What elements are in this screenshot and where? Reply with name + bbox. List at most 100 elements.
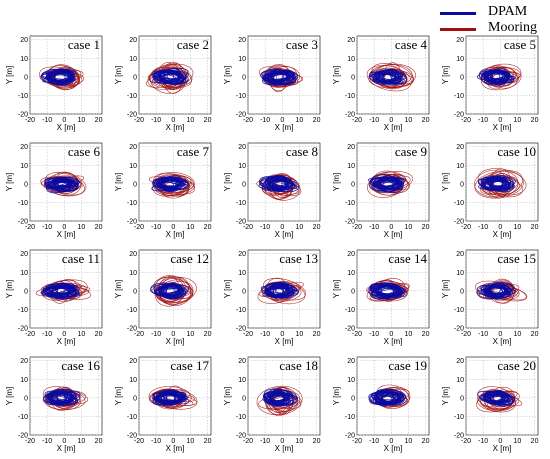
series-trace-dpam [378,69,397,83]
y-axis-label: Y [m] [114,173,123,192]
y-tick-label: -20 [345,112,355,119]
legend: DPAM Mooring [438,2,548,36]
x-tick-label: 10 [296,117,304,124]
y-tick-label: -20 [18,219,28,226]
x-tick-label: 10 [405,331,413,338]
x-tick-label: 10 [405,117,413,124]
x-tick-label: 10 [78,438,86,445]
case-title: case 13 [279,251,318,266]
x-axis-label: X [m] [493,230,512,239]
case-title: case 3 [286,37,318,52]
y-tick-label: -20 [236,326,246,333]
x-tick-label: 0 [498,117,502,124]
trace-group [366,277,410,302]
y-tick-label: 20 [129,251,137,258]
series-trace-dpam [162,176,183,193]
subplot-case-11: -20 -10 0 10 20 -20 -10 0 10 20 X [m] Y [m] case 11 [5,249,103,346]
legend-item-dpam: DPAM [438,4,548,20]
x-axis-label: X [m] [384,230,403,239]
x-axis-label: X [m] [275,444,294,453]
trace-group [366,62,417,92]
series-trace-dpam [161,177,178,191]
x-tick-label: -10 [478,117,488,124]
series-trace-mooring [366,65,412,92]
series-trace-dpam [270,69,294,82]
y-tick-label: 0 [242,74,246,81]
series-trace-mooring [481,67,522,91]
series-trace-dpam [483,287,517,295]
series-trace-dpam [159,285,183,300]
x-axis-label: X [m] [275,123,294,132]
series-trace-mooring [154,281,184,307]
x-tick-label: 10 [296,331,304,338]
case-title: case 1 [68,37,100,52]
y-tick-label: 10 [347,377,355,384]
series-trace-dpam [267,393,286,402]
y-axis-label: Y [m] [332,387,341,406]
y-tick-label: 10 [238,163,246,170]
legend-label-mooring: Mooring [488,20,537,35]
subplot-case-4: -20 -10 0 10 20 -20 -10 0 10 20 X [m] Y [m] case 4 [332,35,430,132]
series-trace-dpam [51,284,69,299]
y-tick-label: 10 [20,56,28,63]
x-tick-label: 20 [204,224,212,231]
x-axis-label: X [m] [384,444,403,453]
trace-group [39,64,84,91]
series-trace-dpam [371,72,398,84]
series-trace-dpam [157,71,183,81]
series-trace-mooring [372,170,403,196]
series-trace-mooring [159,281,194,306]
case-title: case 5 [504,37,536,52]
y-tick-label: 10 [20,163,28,170]
x-tick-label: 0 [389,438,393,445]
x-tick-label: 0 [498,331,502,338]
y-tick-label: 10 [347,270,355,277]
subplot-case-8: -20 -10 0 10 20 -20 -10 0 10 20 X [m] Y [m] case 8 [223,142,321,239]
y-axis-label: Y [m] [441,173,450,192]
series-trace-dpam [380,287,400,297]
y-tick-label: 0 [242,395,246,402]
y-tick-label: -10 [345,200,355,207]
x-tick-label: 20 [422,331,430,338]
subplot-case-1: -20 -10 0 10 20 -20 -10 0 10 20 X [m] Y [m] case 1 [5,35,103,132]
subplot-case-18: -20 -10 0 10 20 -20 -10 0 10 20 X [m] Y [m] case 18 [223,356,321,453]
x-tick-label: -20 [352,438,362,445]
y-tick-label: 10 [238,56,246,63]
y-axis-label: Y [m] [332,280,341,299]
y-tick-label: -10 [345,93,355,100]
case-title: case 8 [286,144,318,159]
series-trace-dpam [42,286,76,296]
series-trace-dpam [269,392,290,402]
y-tick-label: 20 [238,37,246,44]
y-tick-label: 20 [238,358,246,365]
x-tick-label: 20 [95,117,103,124]
series-trace-dpam [488,174,512,191]
series-trace-mooring [256,385,303,416]
series-trace-dpam [267,73,291,81]
y-axis-label: Y [m] [223,280,232,299]
subplot-case-7: -20 -10 0 10 20 -20 -10 0 10 20 X [m] Y [m] case 7 [114,142,212,239]
y-tick-label: -20 [345,433,355,440]
series-trace-mooring [368,69,414,89]
y-tick-label: -20 [127,112,137,119]
x-tick-label: 20 [204,331,212,338]
y-tick-label: -20 [454,326,464,333]
trace-group [149,275,197,307]
series-trace-dpam [47,391,81,404]
series-trace-dpam [373,391,399,405]
y-tick-label: 0 [24,181,28,188]
series-trace-dpam [265,68,288,83]
x-tick-label: -20 [352,331,362,338]
y-axis-label: Y [m] [441,387,450,406]
y-axis-label: Y [m] [114,66,123,85]
case-title: case 11 [62,251,100,266]
case-title: case 20 [497,358,536,373]
series-trace-dpam [53,74,72,83]
y-tick-label: 10 [129,163,137,170]
x-axis-label: X [m] [493,337,512,346]
x-tick-label: -10 [260,224,270,231]
series-trace-dpam [270,286,289,298]
series-trace-dpam [50,392,69,405]
x-tick-label: 10 [514,117,522,124]
x-tick-label: 10 [405,438,413,445]
